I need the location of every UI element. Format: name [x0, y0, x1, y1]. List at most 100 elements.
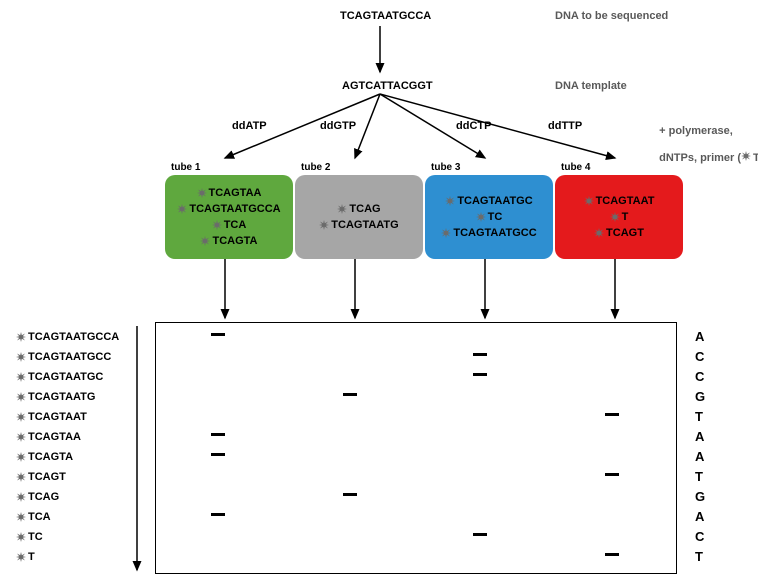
fragment-text: TCAGTAATGC	[28, 371, 103, 383]
gel-row-label: TCAGT	[16, 469, 66, 485]
star-icon	[16, 412, 26, 422]
star-icon	[16, 552, 26, 562]
fragment-text: TCAGT	[606, 226, 644, 240]
star-icon	[16, 372, 26, 382]
tube-label: tube 1	[171, 162, 200, 173]
tube-fragment: TCAGTAATG	[319, 218, 398, 232]
tube-fragment: TCAG	[337, 202, 380, 216]
fragment-text: T	[28, 551, 35, 563]
gel-band	[211, 433, 225, 436]
gel-band	[211, 513, 225, 516]
fragment-text: TCA	[28, 511, 51, 523]
tube-fragment: TCA	[212, 218, 247, 232]
read-letter: A	[695, 429, 704, 444]
star-icon	[177, 204, 187, 214]
star-icon	[741, 151, 751, 161]
fragment-text: TCAGTAATG	[28, 391, 95, 403]
star-icon	[610, 212, 620, 222]
dna-template: AGTCATTACGGT	[342, 80, 433, 92]
fragment-text: TCAGTA	[28, 451, 73, 463]
fragment-text: TCAGTAAT	[28, 411, 87, 423]
tube-box: TCAG TCAGTAATG	[295, 175, 423, 259]
tube-fragment: TCAGTAATGCC	[441, 226, 536, 240]
tube-label: tube 3	[431, 162, 460, 173]
read-letter: A	[695, 329, 704, 344]
tube-fragment: TCAGT	[594, 226, 644, 240]
fragment-text: TCAG	[28, 491, 59, 503]
gel-band	[343, 493, 357, 496]
star-icon	[16, 432, 26, 442]
fragment-text: TCAGTAATGCC	[28, 351, 111, 363]
gel-row-label: TCAGTAA	[16, 429, 81, 445]
gel-band	[343, 393, 357, 396]
tube-fragment: TCAGTA	[200, 234, 257, 248]
fragment-text: TC	[28, 531, 43, 543]
tube-box: TCAGTAAT T TCAGT	[555, 175, 683, 259]
star-icon	[200, 236, 210, 246]
gel-box	[155, 322, 677, 574]
read-letter: C	[695, 349, 704, 364]
read-letter: T	[695, 409, 703, 424]
star-icon	[16, 472, 26, 482]
gel-row-label: TCAGTA	[16, 449, 73, 465]
gel-row-label: TC	[16, 529, 43, 545]
gel-row-label: TCAGTAATGCCA	[16, 329, 119, 345]
read-letter: A	[695, 509, 704, 524]
gel-band	[211, 333, 225, 336]
star-icon	[16, 512, 26, 522]
dna-sequence: TCAGTAATGCCA	[340, 10, 431, 22]
star-icon	[16, 352, 26, 362]
fragment-text: TCA	[224, 218, 247, 232]
fragment-text: TCAGTAATGCCA	[28, 331, 119, 343]
dd-label: ddGTP	[320, 120, 356, 132]
read-letter: G	[695, 489, 705, 504]
star-icon	[441, 228, 451, 238]
gel-band	[473, 353, 487, 356]
gel-band	[605, 553, 619, 556]
star-icon	[319, 220, 329, 230]
tube-box: TCAGTAA TCAGTAATGCCA TCA TCAGTA	[165, 175, 293, 259]
tube-fragment: T	[610, 210, 629, 224]
star-icon	[16, 532, 26, 542]
tube-box: TCAGTAATGC TC TCAGTAATGCC	[425, 175, 553, 259]
star-icon	[337, 204, 347, 214]
star-icon	[212, 220, 222, 230]
dna-sequence-label: DNA to be sequenced	[555, 10, 668, 22]
star-icon	[476, 212, 486, 222]
gel-row-label: TCA	[16, 509, 51, 525]
star-icon	[16, 492, 26, 502]
tube-fragment: TCAGTAAT	[584, 194, 655, 208]
star-icon	[197, 188, 207, 198]
fragment-text: TCAGTA	[212, 234, 257, 248]
fragment-text: TCAGTAATGCCA	[189, 202, 280, 216]
gel-row-label: TCAGTAATGCC	[16, 349, 111, 365]
gel-row-label: TCAGTAAT	[16, 409, 87, 425]
gel-row-label: TCAGTAATGC	[16, 369, 103, 385]
tube-label: tube 2	[301, 162, 330, 173]
dna-template-label: DNA template	[555, 80, 627, 92]
fragment-text: TCAGTAATGC	[457, 194, 532, 208]
fragment-text: TCAGTAATGCC	[453, 226, 536, 240]
polymerase-note: + polymerase, dNTPs, primer ( T)	[653, 112, 758, 165]
gel-band	[473, 533, 487, 536]
read-letter: C	[695, 529, 704, 544]
fragment-text: TCAGT	[28, 471, 66, 483]
gel-row-label: TCAGTAATG	[16, 389, 95, 405]
tube-fragment: TCAGTAA	[197, 186, 262, 200]
read-letter: G	[695, 389, 705, 404]
read-letter: A	[695, 449, 704, 464]
fragment-text: TCAGTAAT	[596, 194, 655, 208]
gel-band	[211, 453, 225, 456]
fragment-text: T	[622, 210, 629, 224]
tube-fragment: TC	[476, 210, 503, 224]
dd-label: ddTTP	[548, 120, 582, 132]
dd-label: ddATP	[232, 120, 267, 132]
read-letter: T	[695, 469, 703, 484]
tube-label: tube 4	[561, 162, 590, 173]
gel-row-label: TCAG	[16, 489, 59, 505]
star-icon	[16, 392, 26, 402]
fragment-text: TCAG	[349, 202, 380, 216]
read-letter: C	[695, 369, 704, 384]
star-icon	[16, 332, 26, 342]
fragment-text: TCAGTAATG	[331, 218, 398, 232]
